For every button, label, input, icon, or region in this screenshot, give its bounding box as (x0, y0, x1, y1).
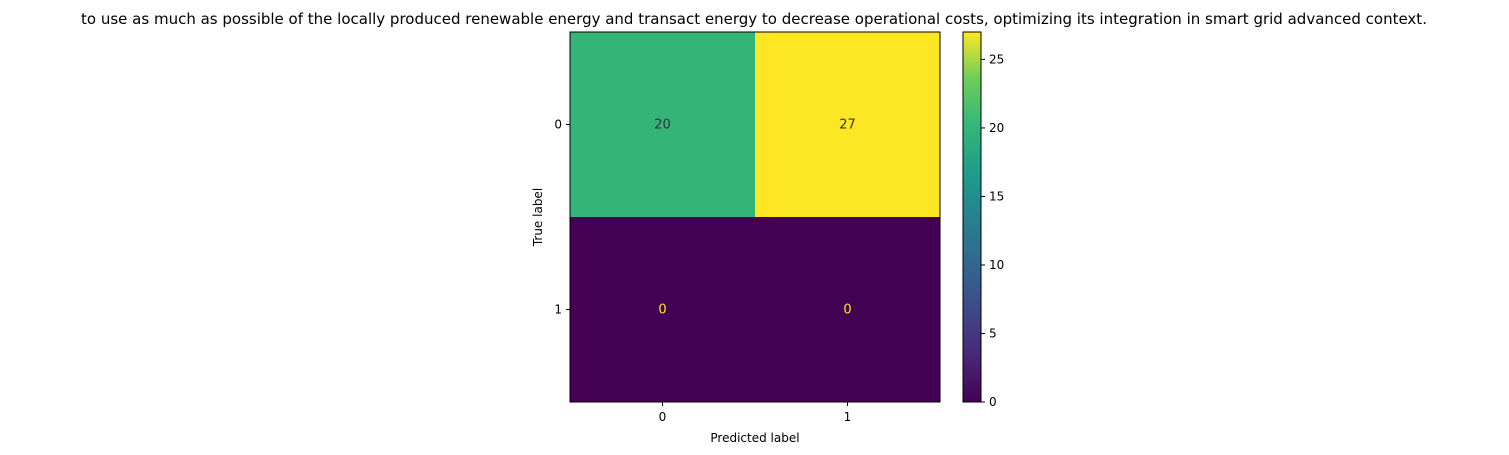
colorbar-tick-label: 0 (989, 395, 997, 409)
matrix-cell (570, 217, 755, 402)
matrix-cell (570, 32, 755, 217)
colorbar-ticks: 0 5 10 15 20 25 (981, 52, 1004, 409)
colorbar-tick-label: 5 (989, 326, 997, 340)
colorbar (962, 31, 982, 403)
colorbar-tick-label: 10 (989, 258, 1004, 272)
matrix-cell-labels: 20 27 0 0 (654, 118, 856, 318)
y-axis-label: True label (531, 188, 545, 247)
y-tick-label: 0 (554, 118, 562, 132)
cell-value-label: 0 (658, 303, 666, 318)
matrix-cell (755, 217, 940, 402)
x-axis-label: Predicted label (710, 431, 799, 445)
colorbar-tick-label: 20 (989, 121, 1004, 135)
chart-title: to use as much as possible of the locall… (81, 10, 1427, 28)
x-tick-label: 0 (659, 410, 667, 424)
colorbar-tick-label: 25 (989, 52, 1004, 66)
cell-value-label: 27 (839, 118, 856, 133)
x-tick-label: 1 (844, 410, 852, 424)
y-tick-label: 1 (554, 303, 562, 317)
plot-frame (569, 31, 941, 403)
y-axis-ticks: 01 (554, 118, 570, 317)
colorbar-tick-label: 15 (989, 189, 1004, 203)
cell-value-label: 20 (654, 118, 671, 133)
matrix-cells (570, 32, 940, 402)
cell-value-label: 0 (843, 303, 851, 318)
matrix-cell (755, 32, 940, 217)
